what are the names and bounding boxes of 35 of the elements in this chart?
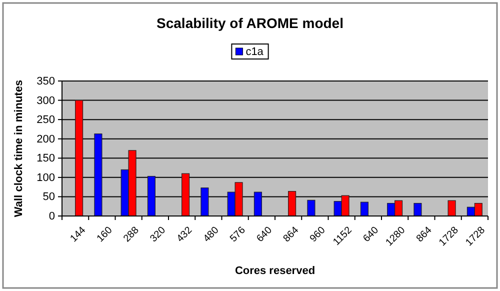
bar	[360, 202, 368, 216]
bar	[147, 176, 156, 216]
x-axis-title: Cores reserved	[234, 265, 316, 277]
bar	[200, 188, 209, 216]
x-tick-label: 432	[174, 224, 195, 245]
x-tick-label: 144	[68, 224, 88, 245]
chart-title: Scalability of AROME model	[156, 15, 344, 31]
y-tick-label: 50	[42, 191, 55, 204]
x-tick-label: 864	[281, 224, 302, 245]
y-tick-label: 200	[36, 133, 55, 146]
y-axis-title: Wall clock time in minutes	[13, 80, 25, 218]
x-tick-label: 864	[414, 224, 434, 245]
x-tick-label: 480	[202, 224, 222, 245]
x-tick-label: 576	[228, 224, 248, 245]
x-tick-label: 640	[254, 224, 275, 245]
x-tick-label: 160	[95, 224, 115, 245]
bar	[75, 100, 84, 216]
bar	[94, 134, 102, 216]
x-tick-label: 320	[148, 224, 168, 245]
bar	[307, 200, 316, 216]
bar	[254, 192, 262, 216]
y-tick-label: 0	[48, 210, 55, 223]
y-tick-label: 300	[36, 94, 55, 107]
bar	[414, 202, 422, 216]
bar	[182, 173, 190, 216]
y-tick-label: 100	[36, 172, 55, 184]
y-tick-label: 250	[36, 114, 55, 126]
legend-label: c1a	[246, 46, 264, 58]
x-tick-label: 640	[361, 224, 382, 245]
bar	[288, 191, 296, 216]
y-tick-label: 350	[36, 76, 55, 88]
x-tick-label: 288	[122, 224, 142, 245]
x-tick-label: 960	[308, 224, 328, 245]
y-tick-label: 150	[36, 152, 55, 165]
bar	[448, 200, 456, 216]
